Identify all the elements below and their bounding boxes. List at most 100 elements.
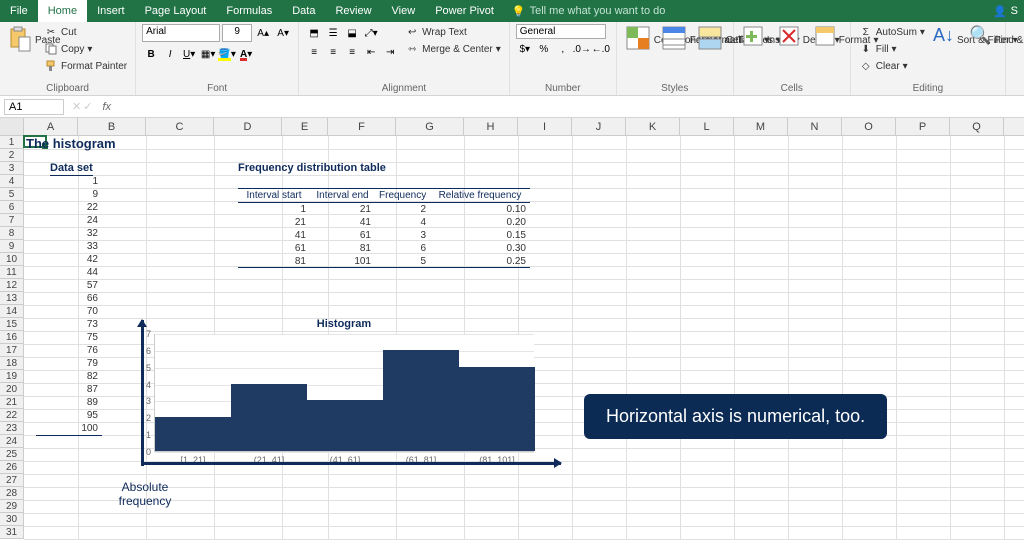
col-header-M[interactable]: M xyxy=(734,118,788,135)
col-header-B[interactable]: B xyxy=(78,118,146,135)
shrink-font-button[interactable]: A▾ xyxy=(274,24,292,42)
row-header-24[interactable]: 24 xyxy=(0,435,23,448)
row-header-25[interactable]: 25 xyxy=(0,448,23,461)
name-box[interactable]: A1 xyxy=(4,99,64,115)
col-header-C[interactable]: C xyxy=(146,118,214,135)
align-left-button[interactable]: ≡ xyxy=(305,43,323,61)
fill-color-button[interactable]: 🪣 ▾ xyxy=(218,45,236,63)
grid[interactable]: ABCDEFGHIJKLMNOPQ 1234567891011121314151… xyxy=(0,118,1024,539)
row-header-9[interactable]: 9 xyxy=(0,240,23,253)
row-header-2[interactable]: 2 xyxy=(0,149,23,162)
row-header-1[interactable]: 1 xyxy=(0,136,23,149)
fill-button[interactable]: ⬇Fill ▾ xyxy=(857,41,927,57)
accept-formula-icon[interactable]: ✓ xyxy=(83,100,92,113)
row-header-4[interactable]: 4 xyxy=(0,175,23,188)
row-header-10[interactable]: 10 xyxy=(0,253,23,266)
cancel-formula-icon[interactable]: ✕ xyxy=(72,100,81,113)
inc-decimal-button[interactable]: .0→ xyxy=(573,40,591,58)
row-header-19[interactable]: 19 xyxy=(0,370,23,383)
tab-home[interactable]: Home xyxy=(38,0,87,22)
orientation-button[interactable]: ⤢ ▾ xyxy=(362,24,380,42)
row-header-8[interactable]: 8 xyxy=(0,227,23,240)
row-header-11[interactable]: 11 xyxy=(0,266,23,279)
row-header-20[interactable]: 20 xyxy=(0,383,23,396)
tab-file[interactable]: File xyxy=(0,0,38,22)
row-header-31[interactable]: 31 xyxy=(0,526,23,539)
percent-button[interactable]: % xyxy=(535,40,553,58)
row-header-30[interactable]: 30 xyxy=(0,513,23,526)
delete-cells-button[interactable]: Delete ▾ xyxy=(776,24,808,56)
align-top-button[interactable]: ⬒ xyxy=(305,24,323,42)
row-header-3[interactable]: 3 xyxy=(0,162,23,175)
row-header-23[interactable]: 23 xyxy=(0,422,23,435)
tab-data[interactable]: Data xyxy=(282,0,325,22)
find-select-button[interactable]: 🔍Find & Select ▾ xyxy=(967,24,999,56)
row-header-14[interactable]: 14 xyxy=(0,305,23,318)
align-right-button[interactable]: ≡ xyxy=(343,43,361,61)
col-header-O[interactable]: O xyxy=(842,118,896,135)
col-header-D[interactable]: D xyxy=(214,118,282,135)
col-header-I[interactable]: I xyxy=(518,118,572,135)
fx-icon[interactable]: fx xyxy=(96,101,117,113)
row-header-13[interactable]: 13 xyxy=(0,292,23,305)
align-middle-button[interactable]: ☰ xyxy=(324,24,342,42)
font-size-box[interactable]: 9 xyxy=(222,24,252,42)
col-header-H[interactable]: H xyxy=(464,118,518,135)
tab-review[interactable]: Review xyxy=(325,0,381,22)
formula-input[interactable] xyxy=(117,106,1024,108)
col-header-Q[interactable]: Q xyxy=(950,118,1004,135)
cut-button[interactable]: ✂Cut xyxy=(42,24,129,40)
tab-pagelayout[interactable]: Page Layout xyxy=(135,0,217,22)
row-header-15[interactable]: 15 xyxy=(0,318,23,331)
dec-decimal-button[interactable]: ←.0 xyxy=(592,40,610,58)
col-header-E[interactable]: E xyxy=(282,118,328,135)
tab-powerpivot[interactable]: Power Pivot xyxy=(425,0,504,22)
increase-indent-button[interactable]: ⇥ xyxy=(381,43,399,61)
italic-button[interactable]: I xyxy=(161,45,179,63)
row-header-16[interactable]: 16 xyxy=(0,331,23,344)
merge-center-button[interactable]: ⇿Merge & Center ▾ xyxy=(403,41,503,57)
format-as-table-button[interactable]: Format as Table ▾ xyxy=(659,24,691,56)
paste-button[interactable]: Paste xyxy=(6,24,38,56)
col-header-K[interactable]: K xyxy=(626,118,680,135)
row-header-7[interactable]: 7 xyxy=(0,214,23,227)
row-header-28[interactable]: 28 xyxy=(0,487,23,500)
row-header-18[interactable]: 18 xyxy=(0,357,23,370)
row-header-29[interactable]: 29 xyxy=(0,500,23,513)
decrease-indent-button[interactable]: ⇤ xyxy=(362,43,380,61)
clear-button[interactable]: ◇Clear ▾ xyxy=(857,58,927,74)
number-format-box[interactable]: General xyxy=(516,24,606,39)
conditional-formatting-button[interactable]: Conditional Formatting ▾ xyxy=(623,24,655,56)
col-header-P[interactable]: P xyxy=(896,118,950,135)
tab-insert[interactable]: Insert xyxy=(87,0,135,22)
format-painter-button[interactable]: Format Painter xyxy=(42,58,129,74)
copy-button[interactable]: Copy ▾ xyxy=(42,41,129,57)
row-header-27[interactable]: 27 xyxy=(0,474,23,487)
wrap-text-button[interactable]: ↩Wrap Text xyxy=(403,24,503,40)
font-name-box[interactable]: Arial xyxy=(142,24,220,42)
row-header-5[interactable]: 5 xyxy=(0,188,23,201)
row-header-17[interactable]: 17 xyxy=(0,344,23,357)
align-bottom-button[interactable]: ⬓ xyxy=(343,24,361,42)
autosum-button[interactable]: ΣAutoSum ▾ xyxy=(857,24,927,40)
col-header-L[interactable]: L xyxy=(680,118,734,135)
currency-button[interactable]: $ ▾ xyxy=(516,40,534,58)
format-cells-button[interactable]: Format ▾ xyxy=(812,24,844,56)
tell-me[interactable]: 💡 Tell me what you want to do xyxy=(512,0,665,22)
cells-area[interactable]: The histogram Data set 19222432334244576… xyxy=(24,136,1024,539)
row-header-21[interactable]: 21 xyxy=(0,396,23,409)
insert-cells-button[interactable]: Insert ▾ xyxy=(740,24,772,56)
underline-button[interactable]: U ▾ xyxy=(180,45,198,63)
align-center-button[interactable]: ≡ xyxy=(324,43,342,61)
font-color-button[interactable]: A ▾ xyxy=(237,45,255,63)
sort-filter-button[interactable]: A↓Sort & Filter ▾ xyxy=(931,24,963,56)
col-header-A[interactable]: A xyxy=(24,118,78,135)
row-header-12[interactable]: 12 xyxy=(0,279,23,292)
bold-button[interactable]: B xyxy=(142,45,160,63)
row-header-22[interactable]: 22 xyxy=(0,409,23,422)
col-header-G[interactable]: G xyxy=(396,118,464,135)
border-button[interactable]: ▦ ▾ xyxy=(199,45,217,63)
col-header-N[interactable]: N xyxy=(788,118,842,135)
tab-view[interactable]: View xyxy=(382,0,426,22)
row-header-6[interactable]: 6 xyxy=(0,201,23,214)
